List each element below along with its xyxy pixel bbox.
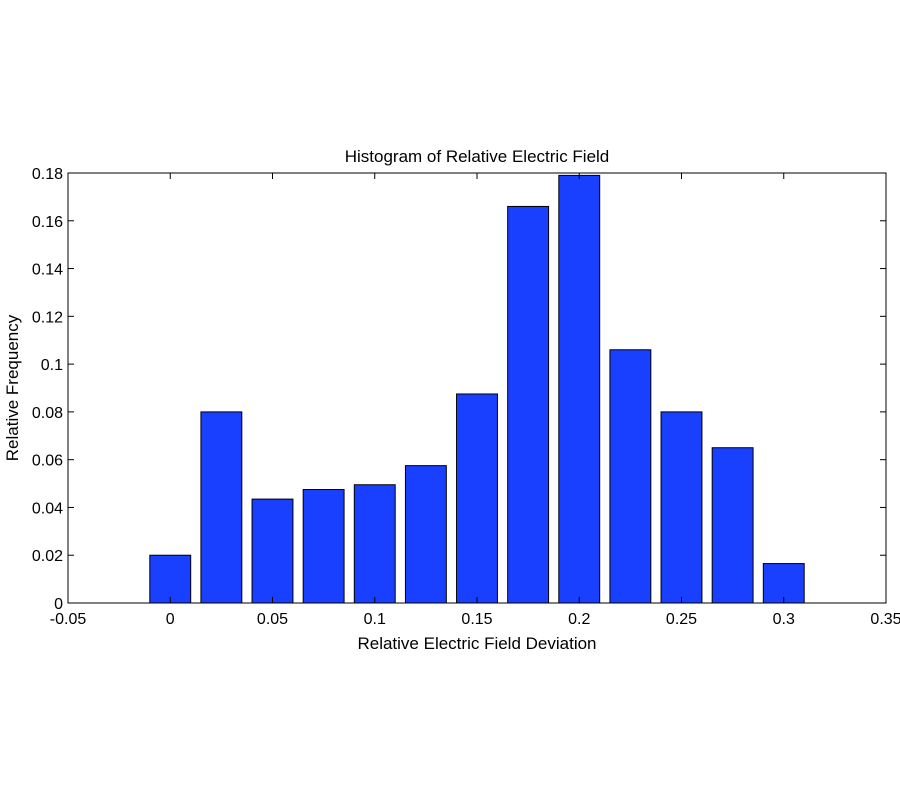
y-tick-label: 0.14 [32,262,63,279]
chart-title: Histogram of Relative Electric Field [345,147,610,166]
y-tick-label: 0 [54,596,63,613]
histogram-bar [507,205,550,604]
histogram-bar [302,489,345,604]
y-tick-label: 0.02 [32,548,63,565]
bars-layer [149,174,805,604]
histogram-bar [660,411,703,604]
histogram-bar [353,484,396,604]
x-tick-label: -0.05 [50,611,87,628]
histogram-bar [762,563,805,604]
y-tick-label: 0.12 [32,309,63,326]
x-tick-label: 0.05 [257,611,288,628]
y-tick-label: 0.16 [32,214,63,231]
y-tick-label: 0.04 [32,500,63,517]
x-tick-label: 0.35 [870,611,900,628]
histogram-bar [149,554,192,604]
x-tick-label: 0.15 [461,611,492,628]
histogram-bar [609,349,652,604]
x-tick-label: 0 [166,611,175,628]
histogram-bar [558,174,601,604]
x-tick-label: 0.25 [666,611,697,628]
histogram-bar [404,465,447,604]
x-axis-title: Relative Electric Field Deviation [357,634,596,653]
ticks-layer: -0.05 0 0.05 0.1 0.15 0.2 0.25 0.3 0.3500.020.04… [32,166,900,628]
histogram-bar [251,498,294,604]
x-tick-label: 0.1 [364,611,386,628]
y-tick-label: 0.08 [32,405,63,422]
histogram-bar [711,447,754,604]
histogram-bar [200,411,243,604]
y-tick-label: 0.18 [32,166,63,183]
y-tick-label: 0.06 [32,453,63,470]
x-tick-label: 0.2 [568,611,590,628]
histogram-bar [456,393,498,604]
x-tick-label: 0.3 [773,611,795,628]
y-axis-title: Relative Frequency [3,314,22,461]
y-tick-label: 0.1 [41,357,63,374]
